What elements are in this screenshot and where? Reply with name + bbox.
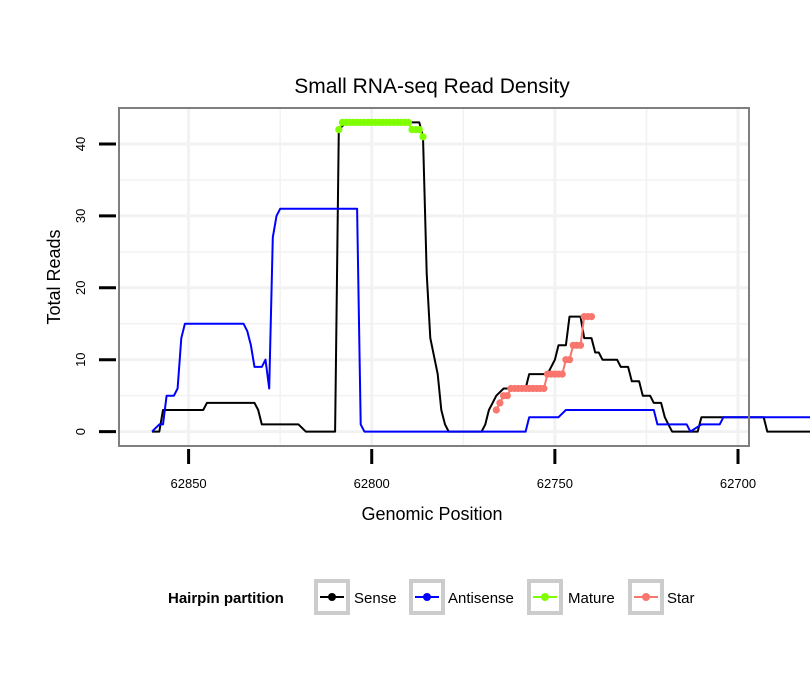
legend-marker-sense <box>328 593 336 601</box>
data-point-mature <box>419 133 427 141</box>
y-tick-label: 20 <box>73 281 88 295</box>
data-point-mature <box>404 118 412 126</box>
x-axis-title: Genomic Position <box>361 504 502 524</box>
data-point-mature <box>335 126 343 134</box>
x-tick-label: 62700 <box>720 476 756 491</box>
x-tick-label: 62800 <box>354 476 390 491</box>
y-tick-label: 0 <box>73 428 88 435</box>
series-layer <box>151 118 810 433</box>
data-point-star <box>565 356 574 364</box>
chart-title: Small RNA-seq Read Density <box>294 75 570 98</box>
legend-title: Hairpin partition <box>168 590 284 607</box>
legend-entries: Sense Antisense Mature Star <box>314 579 695 615</box>
legend-marker-star <box>642 593 650 601</box>
legend-label-antisense: Antisense <box>448 590 514 607</box>
panel-border <box>118 107 750 447</box>
data-point-star <box>540 384 548 393</box>
legend: Hairpin partition Sense Antisense Mature St… <box>168 579 695 615</box>
y-axis-title: Total Reads <box>44 229 64 324</box>
x-tick-label: 62850 <box>171 476 207 491</box>
data-point-star <box>558 370 566 378</box>
grid-lines <box>119 108 749 446</box>
legend-marker-mature <box>541 593 549 601</box>
x-tick-label: 62750 <box>537 476 573 491</box>
legend-label-mature: Mature <box>568 590 615 607</box>
data-point-star <box>576 341 585 349</box>
legend-label-sense: Sense <box>354 590 397 607</box>
legend-label-star: Star <box>667 590 695 607</box>
y-tick-label: 30 <box>73 209 88 223</box>
data-point-star <box>492 406 500 414</box>
series-line-antisense <box>151 207 810 433</box>
data-point-star <box>503 392 511 400</box>
data-point-star <box>587 313 596 321</box>
data-point-star <box>496 399 504 407</box>
y-tick-label: 40 <box>73 137 88 151</box>
axes: 62850 62800 62750 62700 0 10 20 30 40 <box>73 137 756 491</box>
series-line-sense <box>152 121 810 433</box>
data-point-mature <box>415 126 423 134</box>
y-tick-label: 10 <box>73 352 88 366</box>
legend-marker-antisense <box>423 593 431 601</box>
